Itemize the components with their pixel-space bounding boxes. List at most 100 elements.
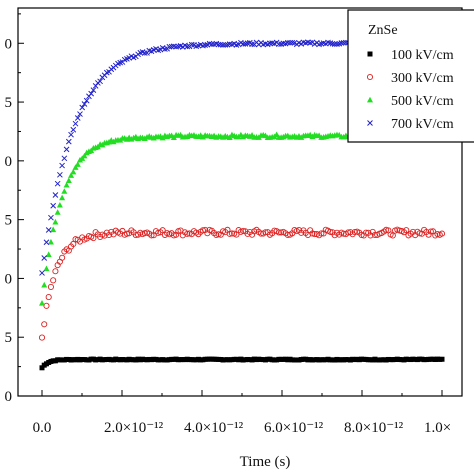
data-point bbox=[334, 41, 340, 47]
data-point bbox=[97, 78, 103, 85]
legend-marker bbox=[367, 51, 373, 57]
data-point bbox=[50, 226, 57, 233]
data-point bbox=[148, 232, 155, 239]
data-point bbox=[438, 230, 446, 237]
data-point bbox=[63, 181, 70, 188]
legend-label: 300 kV/cm bbox=[391, 71, 454, 86]
data-point bbox=[327, 228, 334, 235]
data-point bbox=[280, 40, 287, 47]
data-point bbox=[284, 39, 291, 46]
data-point bbox=[226, 41, 233, 48]
data-point bbox=[41, 321, 48, 328]
data-point bbox=[278, 229, 285, 236]
series-circle bbox=[38, 226, 446, 341]
data-point bbox=[311, 231, 318, 238]
data-point bbox=[276, 41, 282, 48]
series-square bbox=[39, 356, 445, 371]
data-point bbox=[72, 120, 79, 127]
data-point bbox=[262, 229, 269, 236]
x-tick-label: 4.0×10⁻¹² bbox=[184, 420, 244, 436]
legend-title: ZnSe bbox=[368, 23, 398, 38]
data-point bbox=[59, 194, 66, 201]
data-point bbox=[287, 39, 293, 46]
data-point bbox=[45, 251, 52, 258]
series-x bbox=[39, 39, 445, 276]
data-point bbox=[217, 41, 224, 48]
data-point bbox=[38, 334, 46, 341]
y-tick-label: 5 bbox=[5, 95, 13, 111]
data-point bbox=[90, 234, 97, 242]
data-point bbox=[329, 40, 336, 47]
data-point bbox=[249, 41, 255, 48]
legend-marker bbox=[367, 120, 373, 126]
data-point bbox=[81, 101, 88, 107]
data-point bbox=[88, 90, 95, 97]
legend-box bbox=[347, 9, 474, 143]
data-point bbox=[222, 42, 229, 48]
data-point bbox=[240, 227, 247, 234]
data-point bbox=[215, 231, 222, 238]
data-point bbox=[47, 238, 54, 245]
data-point bbox=[43, 239, 50, 246]
data-point bbox=[52, 268, 59, 275]
data-point bbox=[45, 294, 52, 301]
data-point bbox=[389, 232, 396, 239]
data-point bbox=[48, 214, 54, 221]
data-point bbox=[74, 161, 81, 167]
series-triangle bbox=[39, 131, 445, 306]
y-tick-label: 0 bbox=[5, 36, 13, 52]
data-point bbox=[43, 302, 50, 309]
data-point bbox=[68, 131, 74, 138]
data-point bbox=[240, 41, 246, 47]
data-point bbox=[202, 42, 208, 48]
data-point bbox=[39, 270, 45, 276]
x-tick-label: 8.0×10⁻¹² bbox=[344, 420, 404, 436]
data-point bbox=[338, 40, 345, 46]
data-point bbox=[340, 39, 347, 46]
x-tick-label: 1.0× bbox=[424, 420, 451, 436]
data-point bbox=[340, 230, 347, 237]
data-point bbox=[50, 277, 57, 284]
data-point bbox=[371, 231, 379, 238]
data-point bbox=[41, 281, 48, 288]
data-point bbox=[215, 41, 222, 48]
data-point bbox=[427, 228, 434, 235]
plot-frame bbox=[17, 7, 463, 397]
data-point bbox=[184, 43, 191, 50]
axes: 0.0 2.0×10⁻¹² 4.0×10⁻¹² 6.0×10⁻¹² 8.0×10⁻¹² 1… bbox=[5, 7, 463, 436]
data-point bbox=[289, 39, 296, 46]
data-point bbox=[77, 111, 83, 117]
data-point bbox=[63, 146, 70, 153]
data-point bbox=[65, 177, 72, 184]
data-point bbox=[68, 172, 75, 178]
data-point bbox=[275, 229, 282, 236]
data-point bbox=[70, 240, 77, 248]
legend-marker bbox=[366, 73, 374, 81]
data-point bbox=[70, 126, 77, 133]
data-point bbox=[45, 227, 52, 233]
data-point bbox=[59, 254, 66, 261]
data-point bbox=[439, 356, 445, 362]
data-point bbox=[162, 46, 168, 52]
data-point bbox=[83, 97, 90, 104]
data-point bbox=[79, 104, 86, 111]
legend-label: 500 kV/cm bbox=[391, 94, 454, 109]
data-point bbox=[54, 180, 61, 187]
data-point bbox=[199, 227, 206, 234]
data-point bbox=[188, 41, 195, 48]
data-point bbox=[54, 209, 61, 215]
data-point bbox=[123, 230, 130, 237]
data-point bbox=[39, 365, 45, 371]
y-tick-label: 0 bbox=[5, 154, 13, 170]
y-tick-label: 5 bbox=[5, 213, 13, 229]
data-point bbox=[61, 155, 68, 162]
data-point bbox=[59, 162, 65, 169]
legend: ZnSe 100 kV/cm 300 kV/cm 500 kV/cm 700 kV/cm bbox=[347, 9, 474, 143]
data-point bbox=[81, 152, 88, 159]
y-tick-label: 0 bbox=[5, 271, 13, 287]
legend-label: 100 kV/cm bbox=[391, 48, 454, 63]
data-point bbox=[168, 43, 175, 50]
data-point bbox=[208, 41, 215, 48]
data-point bbox=[65, 138, 72, 145]
data-point bbox=[220, 42, 226, 48]
